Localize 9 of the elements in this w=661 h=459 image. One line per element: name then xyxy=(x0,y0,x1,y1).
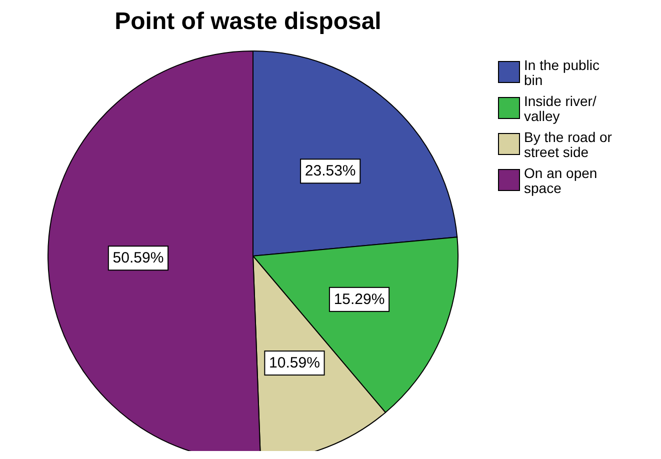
data-label: 10.59% xyxy=(269,354,320,372)
data-label: 23.53% xyxy=(304,162,356,180)
legend-label: On an open space xyxy=(524,165,598,196)
legend-label: In the public bin xyxy=(524,57,600,88)
legend-label: Inside river/ valley xyxy=(524,93,598,124)
chart-title: Point of waste disposal xyxy=(114,8,382,36)
data-label: 50.59% xyxy=(112,250,164,267)
legend-label: By the road or street side xyxy=(524,129,613,160)
data-label: 15.29% xyxy=(334,290,385,308)
